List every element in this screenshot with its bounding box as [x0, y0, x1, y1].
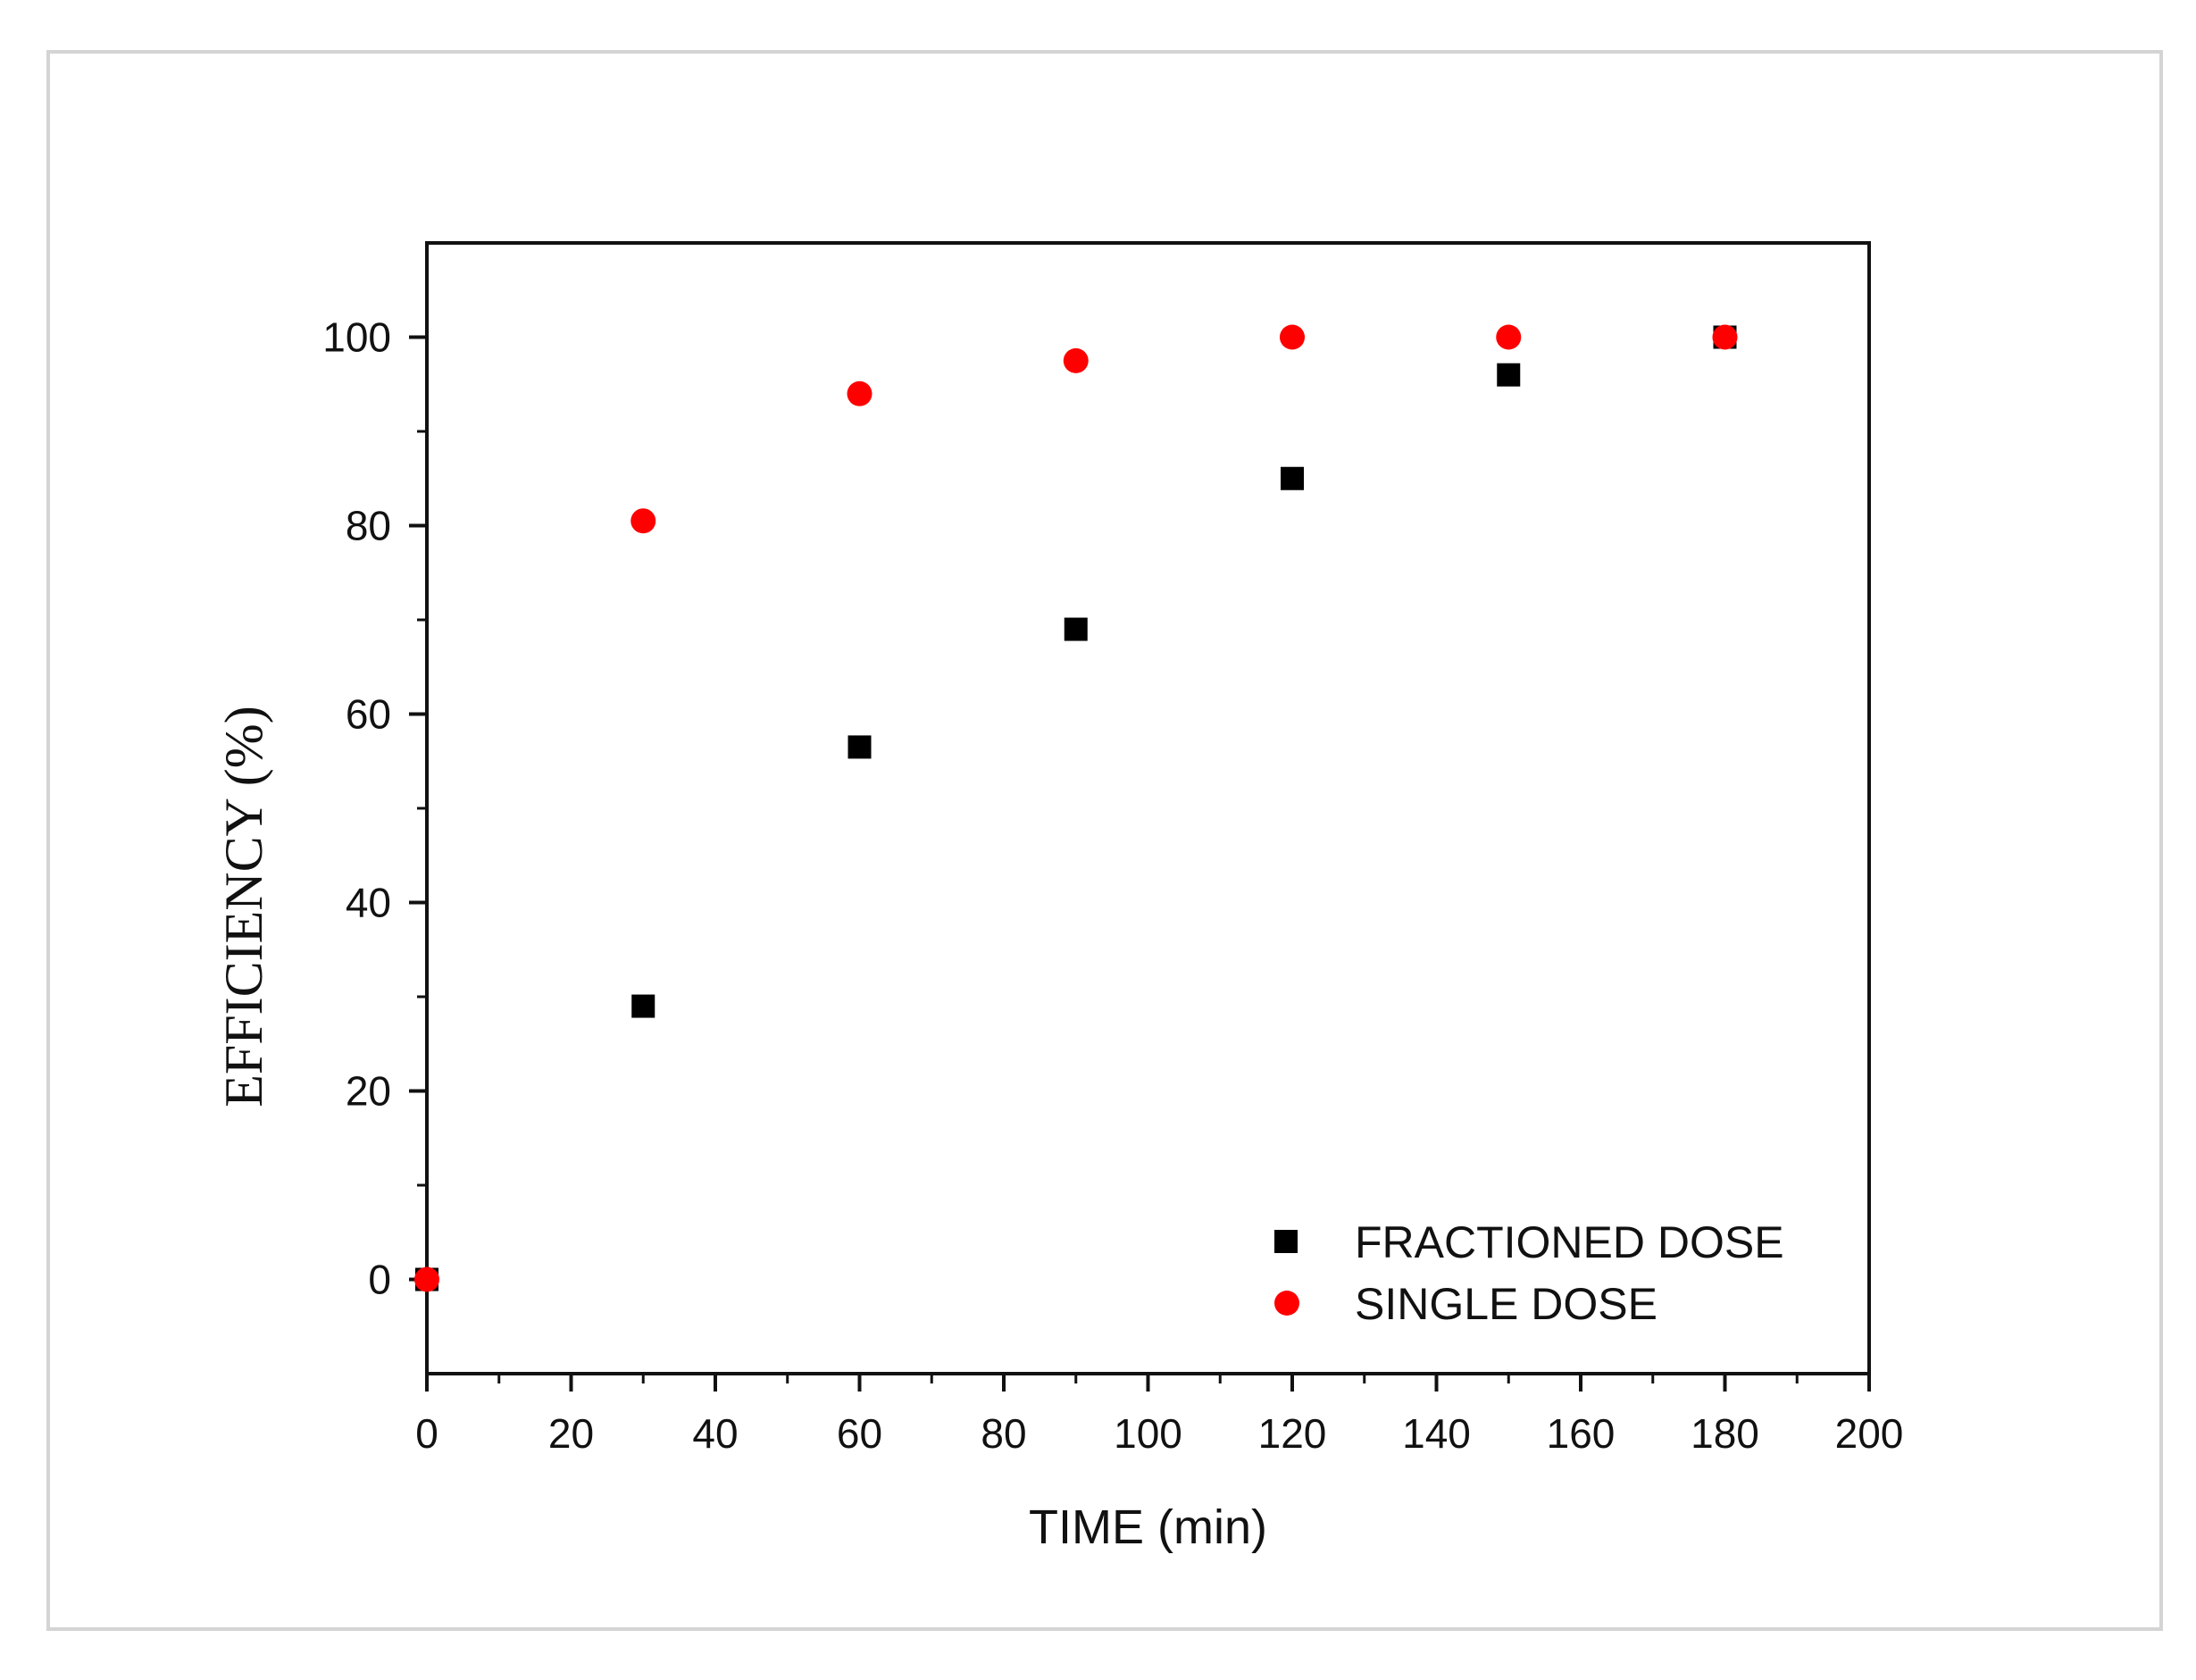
- x-tick-label-200: 200: [1835, 1410, 1904, 1457]
- legend-label-single-dose: SINGLE DOSE: [1355, 1279, 1657, 1329]
- y-tick-label-60: 60: [346, 691, 391, 738]
- point-single-dose-30: [630, 508, 656, 534]
- x-tick-label-0: 0: [415, 1410, 438, 1457]
- x-tick-label-140: 140: [1402, 1410, 1471, 1457]
- y-tick-label-100: 100: [322, 314, 391, 361]
- legend-marker-single-dose: [1274, 1291, 1299, 1316]
- point-fractioned-dose-60: [848, 735, 872, 759]
- data-points: [414, 324, 1738, 1292]
- x-tick-label-40: 40: [692, 1410, 738, 1457]
- point-fractioned-dose-150: [1497, 363, 1521, 387]
- x-axis: 0 20 40 60 80 100 120 140 160 180 200: [415, 1374, 1903, 1457]
- point-fractioned-dose-30: [631, 994, 655, 1018]
- figure-frame: [46, 50, 2163, 1631]
- x-tick-label-100: 100: [1114, 1410, 1182, 1457]
- y-tick-label-0: 0: [368, 1257, 391, 1303]
- point-single-dose-0: [414, 1266, 439, 1292]
- point-fractioned-dose-120: [1281, 466, 1304, 490]
- y-tick-label-80: 80: [346, 503, 391, 549]
- legend-marker-fractioned-dose: [1274, 1230, 1298, 1253]
- x-axis-title: TIME (min): [1029, 1500, 1267, 1554]
- x-tick-label-180: 180: [1691, 1410, 1759, 1457]
- y-tick-label-40: 40: [346, 880, 391, 926]
- point-fractioned-dose-90: [1064, 617, 1088, 641]
- x-tick-label-80: 80: [981, 1410, 1026, 1457]
- x-tick-label-60: 60: [837, 1410, 882, 1457]
- x-tick-label-160: 160: [1547, 1410, 1616, 1457]
- point-single-dose-90: [1063, 347, 1089, 373]
- y-axis: 0 20 40 60 80 100: [322, 314, 427, 1303]
- x-tick-label-20: 20: [548, 1410, 594, 1457]
- y-axis-title: EFFICIENCY (%): [214, 706, 273, 1107]
- point-single-dose-120: [1280, 324, 1305, 350]
- point-single-dose-180: [1712, 324, 1738, 350]
- x-tick-label-120: 120: [1258, 1410, 1327, 1457]
- point-single-dose-60: [847, 380, 873, 406]
- y-tick-label-20: 20: [346, 1068, 391, 1115]
- legend-label-fractioned-dose: FRACTIONED DOSE: [1355, 1217, 1784, 1267]
- legend: FRACTIONED DOSE SINGLE DOSE: [1274, 1217, 1784, 1329]
- point-single-dose-150: [1496, 324, 1522, 350]
- plot-area: [425, 241, 1871, 1375]
